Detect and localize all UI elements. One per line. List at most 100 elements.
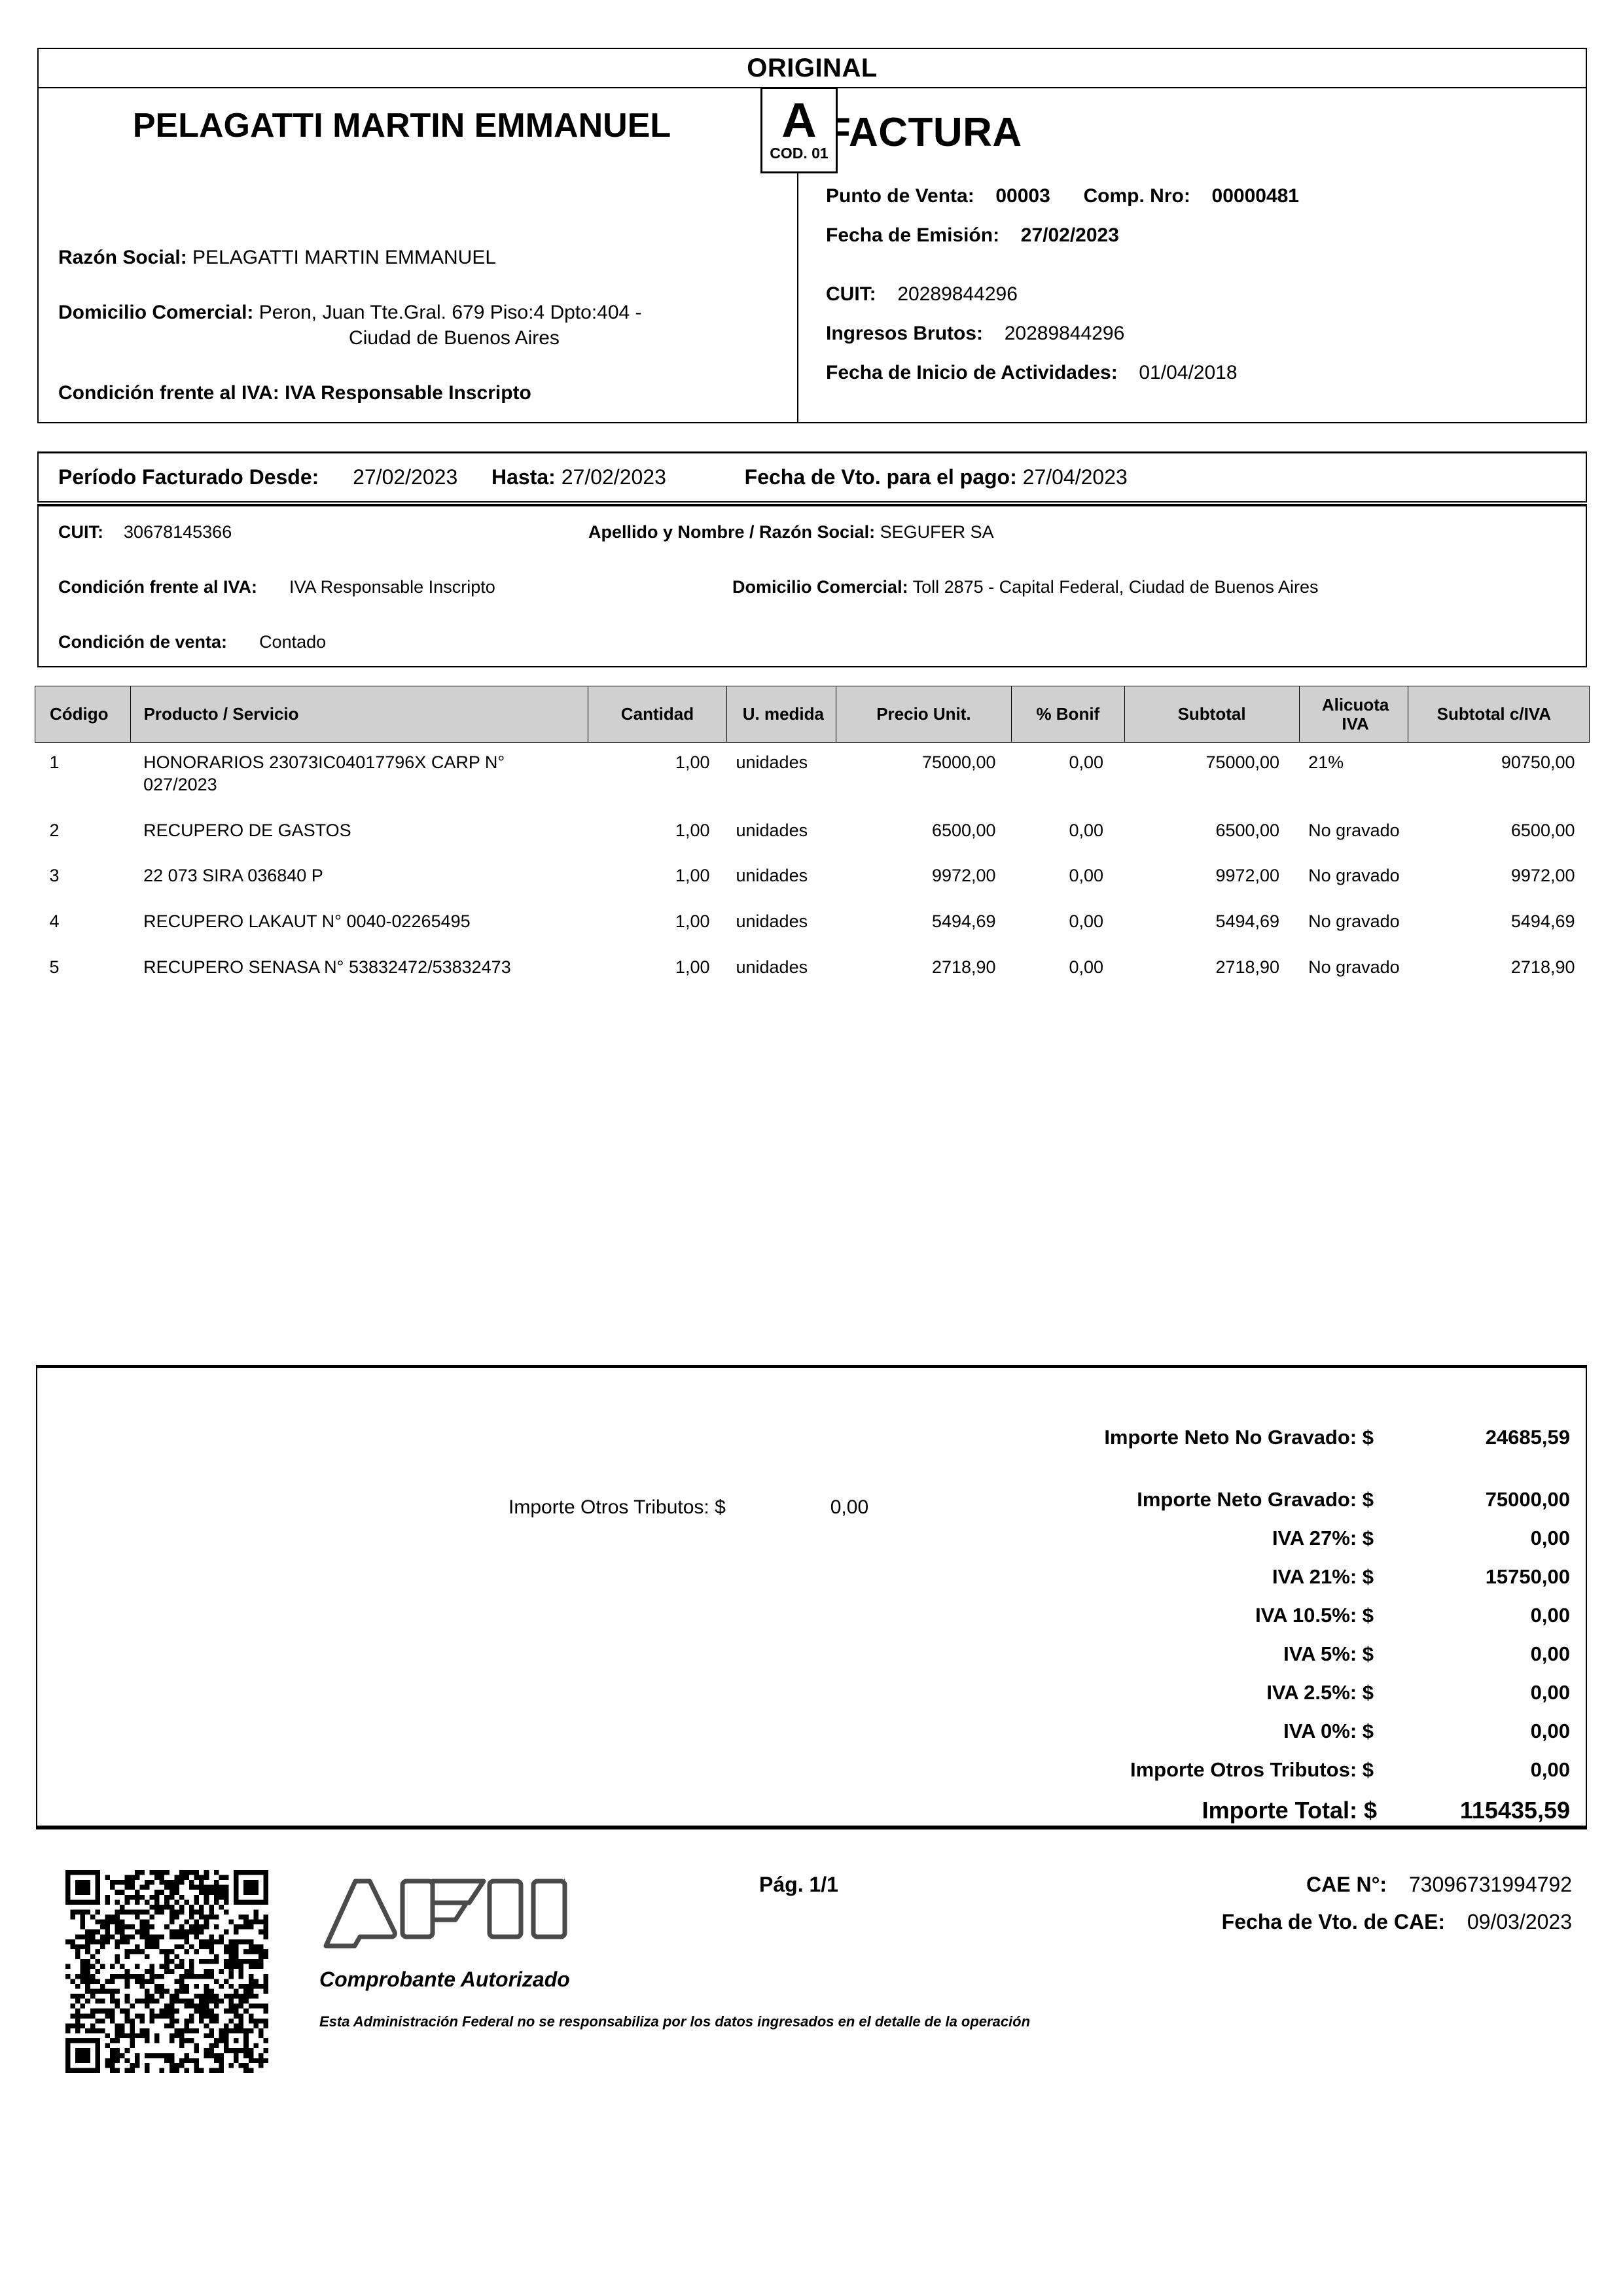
customer-name-value: SEGUFER SA bbox=[880, 522, 994, 542]
issuer-domicilio-line1: Peron, Juan Tte.Gral. 679 Piso:4 Dpto:40… bbox=[259, 302, 642, 324]
cell-cantidad: 1,00 bbox=[675, 752, 710, 773]
invoice-class-code: COD. 01 bbox=[770, 144, 829, 162]
cell-subtotal-civa: 2718,90 bbox=[1510, 957, 1575, 977]
totals-spacer bbox=[719, 1464, 1570, 1488]
issuer-fields: Razón Social: PELAGATTI MARTIN EMMANUEL … bbox=[58, 245, 785, 406]
cae-vto-row: Fecha de Vto. de CAE: 09/03/2023 bbox=[1222, 1910, 1572, 1934]
copy-type-row: ORIGINAL bbox=[39, 49, 1586, 88]
line-items-header: Código Producto / Servicio Cantidad U. m… bbox=[35, 685, 1590, 743]
col-header-alicuota-iva: Alicuota IVA bbox=[1298, 685, 1408, 743]
total-row-neto-no-gravado: Importe Neto No Gravado: $ 24685,59 bbox=[719, 1426, 1570, 1449]
customer-name-row: Apellido y Nombre / Razón Social: SEGUFE… bbox=[588, 522, 994, 542]
issuer-iva-condition-value: IVA Responsable Inscripto bbox=[285, 382, 531, 404]
cell-cantidad: 1,00 bbox=[675, 866, 710, 886]
cell-umedida: unidades bbox=[736, 957, 808, 977]
cell-bonif: 0,00 bbox=[1069, 820, 1104, 840]
invoice-identity-panel: FACTURA Punto de Venta: 00003 Comp. Nro:… bbox=[798, 88, 1586, 422]
issuer-cuit-row: CUIT: 20289844296 bbox=[826, 283, 1572, 306]
copy-type-label: ORIGINAL bbox=[747, 53, 878, 82]
afip-disclaimer-text: Esta Administración Federal no se respon… bbox=[319, 2013, 1031, 2030]
col-header-producto: Producto / Servicio bbox=[130, 685, 589, 743]
punto-venta-label: Punto de Venta: bbox=[826, 185, 974, 207]
customer-cuit-value: 30678145366 bbox=[124, 522, 232, 542]
issuer-cuit-label: CUIT: bbox=[826, 283, 876, 305]
issuer-razon-social-value: PELAGATTI MARTIN EMMANUEL bbox=[192, 247, 497, 268]
customer-block: CUIT: 30678145366 Apellido y Nombre / Ra… bbox=[37, 504, 1587, 667]
table-row: 2 RECUPERO DE GASTOS 1,00 unidades 6500,… bbox=[35, 811, 1590, 857]
field-spacer bbox=[826, 264, 1572, 283]
fecha-emision-value: 27/02/2023 bbox=[1020, 224, 1119, 246]
invoice-identity-fields: Punto de Venta: 00003 Comp. Nro: 0000048… bbox=[826, 185, 1572, 401]
issuer-domicilio-label: Domicilio Comercial: bbox=[58, 302, 254, 324]
cell-precio-unit: 5494,69 bbox=[931, 911, 996, 932]
iva-105-label: IVA 10.5%: $ bbox=[1255, 1604, 1374, 1627]
cell-alicuota-iva: No gravado bbox=[1308, 957, 1400, 977]
customer-iva-condition-row: Condición frente al IVA: IVA Responsable… bbox=[58, 577, 495, 597]
table-row: 3 22 073 SIRA 036840 P 1,00 unidades 997… bbox=[35, 856, 1590, 902]
customer-domicilio-label: Domicilio Comercial: bbox=[732, 577, 908, 597]
cell-precio-unit: 2718,90 bbox=[931, 957, 996, 977]
customer-iva-condition-label: Condición frente al IVA: bbox=[58, 577, 258, 597]
periodo-desde-label: Período Facturado Desde: bbox=[58, 465, 319, 489]
col-header-codigo: Código bbox=[35, 685, 131, 743]
neto-gravado-label: Importe Neto Gravado: $ bbox=[1137, 1488, 1374, 1511]
cell-subtotal: 6500,00 bbox=[1215, 820, 1280, 840]
billing-period-row: Período Facturado Desde: 27/02/2023 Hast… bbox=[39, 465, 1128, 489]
cell-subtotal-civa: 6500,00 bbox=[1510, 820, 1575, 840]
totals-list: Importe Neto No Gravado: $ 24685,59 Impo… bbox=[719, 1426, 1570, 1839]
cell-precio-unit: 9972,00 bbox=[931, 866, 996, 886]
total-row-otros-tributos: Importe Otros Tributos: $ 0,00 bbox=[719, 1758, 1570, 1782]
iva-5-value: 0,00 bbox=[1530, 1642, 1570, 1665]
inicio-actividades-label: Fecha de Inicio de Actividades: bbox=[826, 362, 1118, 383]
cell-subtotal: 5494,69 bbox=[1215, 911, 1280, 932]
customer-cuit-row: CUIT: 30678145366 bbox=[58, 522, 232, 542]
cell-producto: RECUPERO LAKAUT N° 0040-02265495 bbox=[143, 911, 471, 932]
table-row: 5 RECUPERO SENASA N° 53832472/53832473 1… bbox=[35, 947, 1590, 993]
afip-logo bbox=[323, 1879, 567, 1949]
billing-period-block: Período Facturado Desde: 27/02/2023 Hast… bbox=[37, 451, 1587, 503]
inicio-actividades-row: Fecha de Inicio de Actividades: 01/04/20… bbox=[826, 362, 1572, 384]
iva-105-value: 0,00 bbox=[1530, 1604, 1570, 1627]
inicio-actividades-value: 01/04/2018 bbox=[1139, 362, 1238, 383]
issuer-razon-social-label: Razón Social: bbox=[58, 247, 187, 268]
iva-27-value: 0,00 bbox=[1530, 1527, 1570, 1549]
cell-producto: 22 073 SIRA 036840 P bbox=[143, 866, 323, 886]
otros-tributos-value: 0,00 bbox=[1530, 1758, 1570, 1781]
issuer-iva-condition-row: Condición frente al IVA: IVA Responsable… bbox=[58, 381, 785, 406]
cell-alicuota-iva: No gravado bbox=[1308, 866, 1400, 886]
table-row: 1 HONORARIOS 23073IC04017796X CARP N° 02… bbox=[35, 743, 1590, 811]
line-items-body: 1 HONORARIOS 23073IC04017796X CARP N° 02… bbox=[35, 743, 1590, 993]
col-header-subtotal: Subtotal bbox=[1124, 685, 1300, 743]
col-header-bonif: % Bonif bbox=[1011, 685, 1125, 743]
qr-code-icon bbox=[65, 1870, 268, 2073]
periodo-hasta-value: 27/02/2023 bbox=[561, 465, 666, 489]
col-header-umedida: U. medida bbox=[726, 685, 836, 743]
iva-21-value: 15750,00 bbox=[1485, 1565, 1570, 1588]
cell-cantidad: 1,00 bbox=[675, 957, 710, 977]
cell-subtotal-civa: 9972,00 bbox=[1510, 866, 1575, 886]
totals-block: Importe Otros Tributos: $ 0,00 Importe N… bbox=[36, 1365, 1587, 1829]
cell-alicuota-iva: No gravado bbox=[1308, 820, 1400, 840]
table-header-row: Código Producto / Servicio Cantidad U. m… bbox=[35, 685, 1590, 743]
iva-0-label: IVA 0%: $ bbox=[1283, 1720, 1374, 1742]
importe-total-label: Importe Total: $ bbox=[1202, 1797, 1377, 1824]
total-row-importe-total: Importe Total: $ 115435,59 bbox=[719, 1797, 1570, 1824]
periodo-desde-value: 27/02/2023 bbox=[353, 465, 458, 489]
issuer-display-name: PELAGATTI MARTIN EMMANUEL bbox=[132, 107, 671, 145]
cell-subtotal: 75000,00 bbox=[1205, 752, 1280, 773]
cell-codigo: 3 bbox=[49, 866, 60, 886]
iva-27-label: IVA 27%: $ bbox=[1272, 1527, 1374, 1549]
cell-codigo: 1 bbox=[49, 752, 60, 773]
cell-alicuota-iva: 21% bbox=[1308, 752, 1344, 773]
importe-total-value: 115435,59 bbox=[1459, 1797, 1570, 1824]
iva-21-label: IVA 21%: $ bbox=[1272, 1565, 1374, 1588]
cae-block: CAE N°: 73096731994792 Fecha de Vto. de … bbox=[1222, 1873, 1572, 1947]
page-number-label: Pág. 1/1 bbox=[759, 1873, 838, 1896]
document-type-title: FACTURA bbox=[826, 110, 1022, 155]
invoice-class-letter: A bbox=[781, 93, 817, 148]
customer-iva-condition-value: IVA Responsable Inscripto bbox=[289, 577, 495, 597]
ingresos-brutos-label: Ingresos Brutos: bbox=[826, 323, 984, 344]
cell-cantidad: 1,00 bbox=[675, 911, 710, 932]
total-row-iva-27: IVA 27%: $ 0,00 bbox=[719, 1527, 1570, 1550]
